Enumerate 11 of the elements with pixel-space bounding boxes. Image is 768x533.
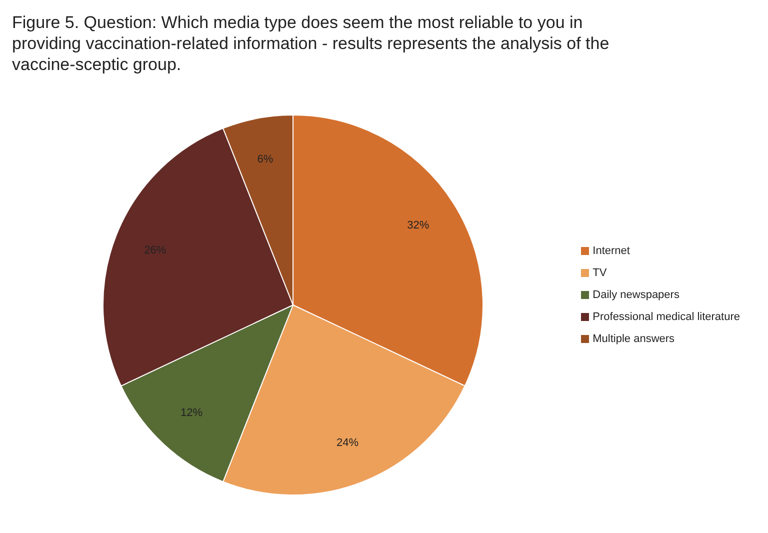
data-label: 26%: [144, 244, 166, 256]
data-label: 32%: [407, 220, 430, 232]
legend-label: TV: [592, 267, 607, 279]
legend-label: Multiple answers: [592, 333, 675, 345]
data-label: 12%: [180, 407, 203, 420]
data-label: 6%: [257, 153, 274, 166]
data-label: 24%: [336, 436, 359, 449]
chart-title: Figure 5. Question: Which media type does seem the most reliable to you in providing vaccination-related information - results represents the analysis of the vaccine-sceptic group.: [11, 12, 610, 75]
legend-label: Daily newspapers: [592, 289, 680, 301]
legend-label: Professional medical literature: [592, 311, 740, 323]
legend-label: Internet: [592, 245, 630, 257]
